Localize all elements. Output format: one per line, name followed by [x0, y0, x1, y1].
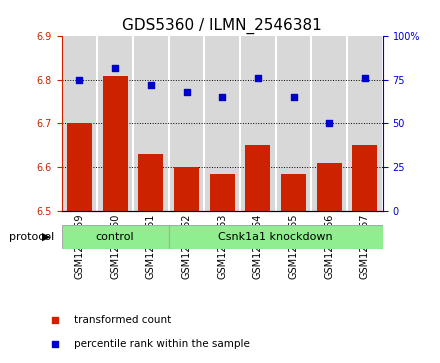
Bar [210, 174, 235, 211]
Bar [103, 76, 128, 211]
Point [112, 65, 119, 70]
Point [52, 317, 59, 323]
Bar [240, 36, 276, 211]
Point [254, 75, 261, 81]
Text: transformed count: transformed count [74, 315, 171, 325]
Bar [133, 36, 169, 211]
Point [183, 89, 190, 95]
Point [361, 75, 368, 81]
Bar [281, 174, 306, 211]
Text: control: control [96, 232, 135, 242]
Text: protocol: protocol [9, 232, 54, 242]
Bar [169, 36, 204, 211]
Bar [62, 225, 169, 249]
Title: GDS5360 / ILMN_2546381: GDS5360 / ILMN_2546381 [122, 17, 322, 33]
Bar [312, 36, 347, 211]
Bar [138, 154, 163, 211]
Bar [317, 163, 342, 211]
Bar [276, 36, 312, 211]
Point [147, 82, 154, 88]
Bar [67, 123, 92, 211]
Bar [347, 36, 383, 211]
Bar [352, 145, 378, 211]
Point [326, 121, 333, 126]
Point [219, 94, 226, 100]
Point [76, 77, 83, 83]
Point [290, 94, 297, 100]
Text: Csnk1a1 knockdown: Csnk1a1 knockdown [218, 232, 333, 242]
Bar [97, 36, 133, 211]
Bar [204, 36, 240, 211]
Text: ▶: ▶ [42, 232, 50, 242]
Bar [169, 225, 383, 249]
Text: percentile rank within the sample: percentile rank within the sample [74, 339, 250, 349]
Bar [246, 145, 270, 211]
Point [52, 341, 59, 347]
Bar [174, 167, 199, 211]
Bar [62, 36, 97, 211]
